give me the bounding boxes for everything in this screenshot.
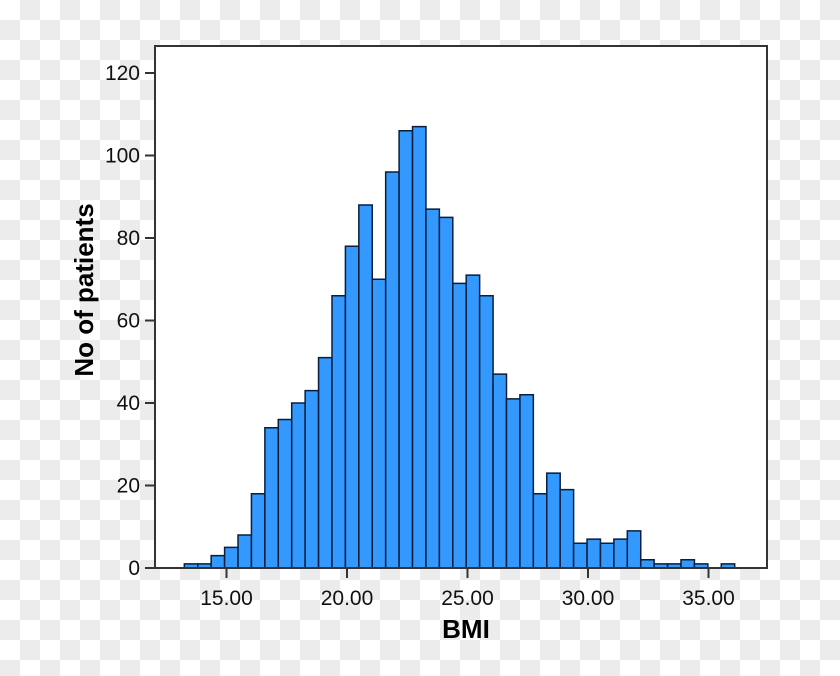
histogram-bar — [210, 554, 226, 569]
histogram-bar — [492, 373, 508, 569]
histogram-bar — [411, 125, 427, 569]
histogram-bar — [478, 295, 494, 569]
histogram-bar — [331, 295, 347, 569]
histogram-bar — [599, 542, 615, 569]
plot-frame — [154, 45, 768, 569]
histogram-bar — [613, 538, 629, 569]
y-tick-label: 80 — [117, 227, 140, 250]
x-tick-label: 35.00 — [682, 587, 735, 610]
x-axis: 15.00 20.00 25.00 30.00 35.00 — [200, 568, 735, 610]
histogram-bar — [680, 559, 696, 569]
histogram-bar — [371, 278, 387, 569]
y-tick-label: 120 — [105, 62, 140, 85]
histogram-bar — [398, 130, 414, 569]
histogram-bar — [358, 204, 373, 569]
histogram-bar — [223, 546, 239, 569]
histogram-bar — [438, 216, 454, 569]
x-axis-title: BMI — [442, 614, 490, 644]
histogram-bar — [425, 208, 441, 569]
x-tick-label: 30.00 — [562, 587, 615, 610]
histogram-bar — [465, 274, 481, 569]
histogram-bar — [452, 282, 467, 569]
y-tick-label: 100 — [105, 145, 140, 168]
histogram-bar — [264, 427, 280, 569]
y-tick-label: 40 — [117, 392, 140, 415]
x-tick-label: 20.00 — [321, 587, 374, 610]
x-tick-label: 15.00 — [200, 587, 253, 610]
x-tick-label: 25.00 — [441, 587, 494, 610]
histogram-bars — [183, 125, 736, 569]
histogram-bar — [519, 394, 535, 569]
histogram-bar — [532, 493, 548, 569]
histogram-bar — [639, 559, 655, 569]
histogram-bar — [317, 356, 333, 569]
histogram-bar — [277, 418, 293, 569]
histogram-bar — [586, 538, 602, 569]
histogram-bar — [384, 171, 400, 569]
histogram-bar — [572, 542, 588, 569]
y-tick-label: 20 — [117, 475, 140, 498]
histogram-bar — [290, 402, 306, 569]
histogram-bar — [626, 530, 642, 569]
y-tick-label: 0 — [128, 557, 140, 580]
y-axis: 0 20 40 60 80 100 120 — [105, 62, 155, 580]
y-tick-label: 60 — [117, 310, 140, 333]
histogram-bar — [344, 245, 360, 569]
histogram-bar — [559, 488, 575, 569]
histogram-bar — [250, 493, 266, 569]
histogram-bar — [237, 534, 253, 569]
histogram-bar — [546, 472, 561, 569]
y-axis-title: No of patients — [69, 203, 99, 376]
histogram-bar — [505, 398, 521, 569]
histogram-bar — [304, 389, 320, 569]
